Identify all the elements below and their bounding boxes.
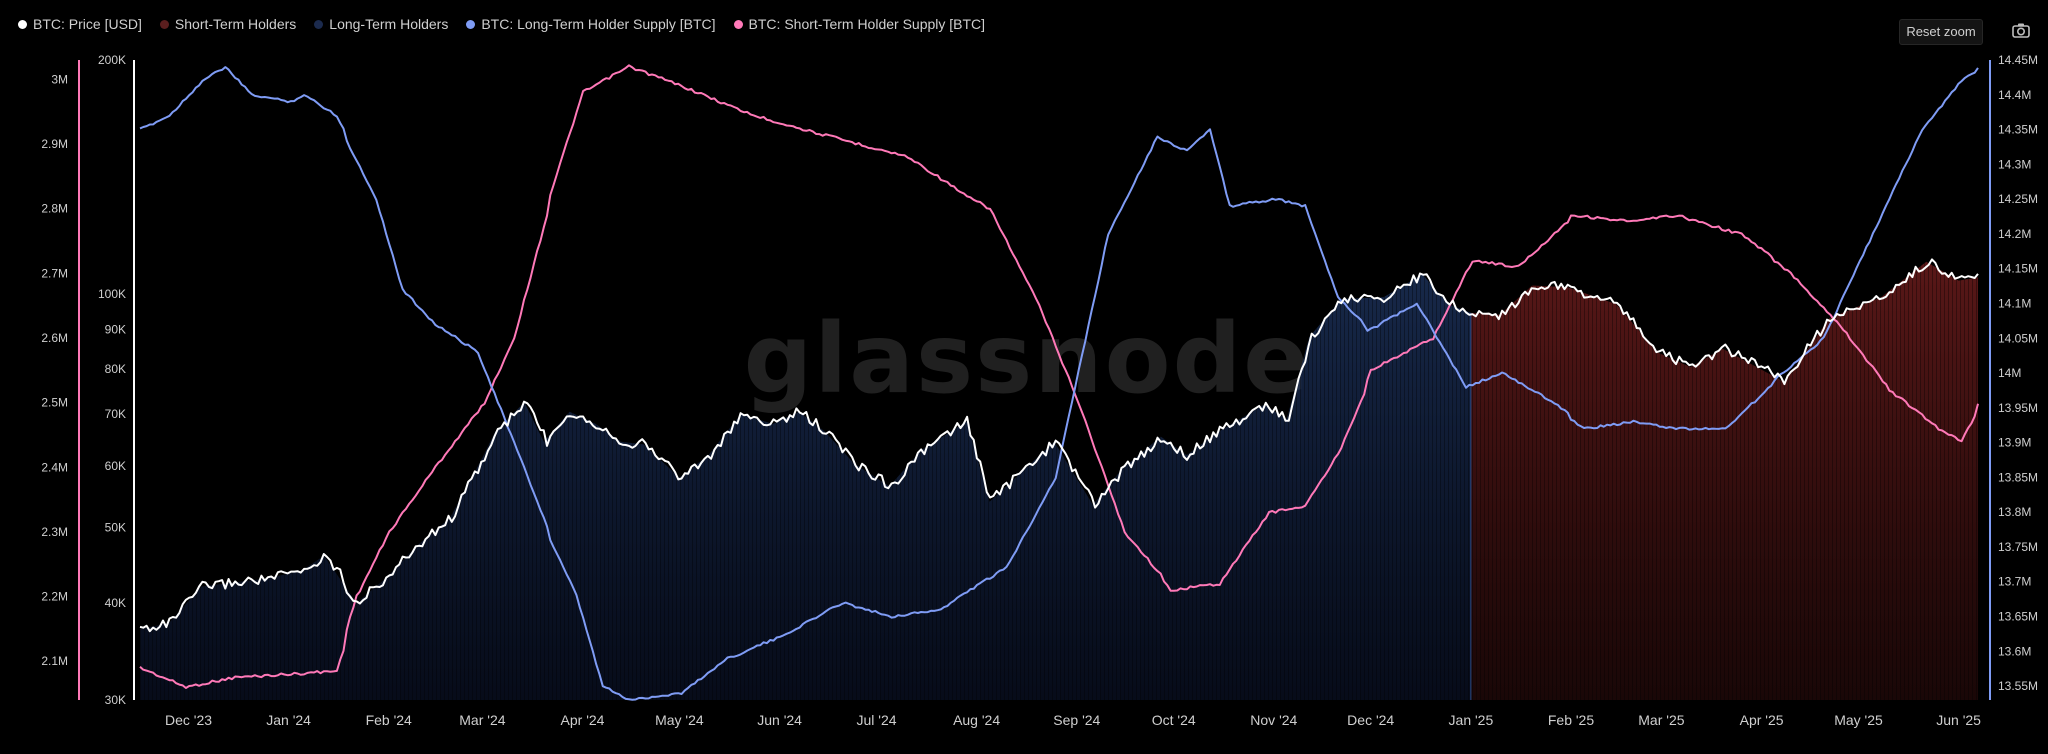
legend-item-long-term-holders[interactable]: Long-Term Holders bbox=[314, 16, 448, 32]
legend-item-short-term-holders[interactable]: Short-Term Holders bbox=[159, 16, 297, 32]
price-tick-label: 30K bbox=[105, 693, 126, 707]
price-tick-label: 90K bbox=[105, 322, 126, 336]
lth-supply-tick-label: 14.1M bbox=[1998, 297, 2031, 311]
camera-icon[interactable] bbox=[2010, 20, 2032, 42]
legend-dot-icon bbox=[314, 19, 324, 29]
series-line-lth-supply[interactable] bbox=[139, 66, 1979, 701]
legend-item-price[interactable]: BTC: Price [USD] bbox=[18, 16, 142, 32]
watermark: glassnode bbox=[744, 303, 1311, 415]
x-tick-label: Nov '24 bbox=[1250, 712, 1297, 728]
x-tick-label: Apr '24 bbox=[561, 712, 605, 728]
x-tick-label: Oct '24 bbox=[1152, 712, 1196, 728]
legend-label-sth-supply: BTC: Short-Term Holder Supply [BTC] bbox=[748, 16, 986, 32]
lth-supply-tick-label: 14.3M bbox=[1998, 157, 2031, 171]
sth-supply-axis: 3M 2.9M 2.8M 2.7M 2.6M 2.5M 2.4M 2.3M 2.2M 2.1M bbox=[41, 72, 68, 668]
reset-zoom-button[interactable]: Reset zoom bbox=[1899, 19, 1983, 45]
x-tick-label: Sep '24 bbox=[1053, 712, 1100, 728]
holder-area-layer bbox=[140, 261, 1978, 700]
sth-supply-tick-label: 2.1M bbox=[41, 654, 68, 668]
lth-supply-tick-label: 13.95M bbox=[1998, 401, 2038, 415]
lth-supply-tick-label: 14.2M bbox=[1998, 227, 2031, 241]
legend-dot-icon bbox=[159, 19, 169, 29]
sth-supply-tick-label: 2.6M bbox=[41, 331, 68, 345]
legend-label-long-term-holders: Long-Term Holders bbox=[329, 16, 449, 32]
lth-supply-axis: 14.45M 14.4M 14.35M 14.3M 14.25M 14.2M 14.15M 1… bbox=[1998, 53, 2038, 693]
lth-supply-tick-label: 14.35M bbox=[1998, 123, 2038, 137]
price-axis: 200K 100K 90K 80K 70K 60K 50K 40K 30K bbox=[98, 53, 126, 707]
price-tick-label: 100K bbox=[98, 287, 126, 301]
x-tick-label: Dec '24 bbox=[1347, 712, 1394, 728]
lth-supply-tick-label: 13.8M bbox=[1998, 505, 2031, 519]
sth-supply-tick-label: 2.7M bbox=[41, 266, 68, 280]
x-tick-label: Mar '24 bbox=[459, 712, 505, 728]
legend-label-price: BTC: Price [USD] bbox=[33, 16, 142, 32]
price-tick-label: 200K bbox=[98, 53, 126, 67]
x-tick-label: May '24 bbox=[655, 712, 704, 728]
x-tick-label: Dec '23 bbox=[165, 712, 212, 728]
sth-supply-tick-label: 2.9M bbox=[41, 137, 68, 151]
x-axis: Dec '23 Jan '24 Feb '24 Mar '24 Apr '24 May '… bbox=[165, 712, 1981, 728]
x-tick-label: Jan '25 bbox=[1449, 712, 1494, 728]
x-tick-label: Jan '24 bbox=[266, 712, 311, 728]
legend-dot-icon bbox=[466, 19, 476, 29]
x-tick-label: Feb '25 bbox=[1548, 712, 1594, 728]
area-stripes bbox=[1470, 261, 1978, 700]
lth-supply-tick-label: 14.45M bbox=[1998, 53, 2038, 67]
legend-item-lth-supply[interactable]: BTC: Long-Term Holder Supply [BTC] bbox=[466, 16, 716, 32]
lth-supply-tick-label: 14.05M bbox=[1998, 331, 2038, 345]
price-tick-label: 50K bbox=[105, 521, 126, 535]
sth-supply-tick-label: 2.3M bbox=[41, 525, 68, 539]
sth-supply-tick-label: 2.5M bbox=[41, 396, 68, 410]
sth-supply-tick-label: 2.8M bbox=[41, 202, 68, 216]
lth-supply-tick-label: 13.85M bbox=[1998, 470, 2038, 484]
x-tick-label: May '25 bbox=[1834, 712, 1883, 728]
lth-supply-tick-label: 13.65M bbox=[1998, 610, 2038, 624]
area-stripes bbox=[140, 274, 1471, 700]
series-layer bbox=[139, 64, 1979, 701]
chart-legend: BTC: Price [USD] Short-Term Holders Long… bbox=[18, 16, 985, 32]
legend-dot-icon bbox=[18, 19, 27, 29]
lth-supply-tick-label: 13.75M bbox=[1998, 540, 2038, 554]
x-tick-label: Jun '24 bbox=[757, 712, 802, 728]
sth-supply-tick-label: 3M bbox=[51, 72, 68, 86]
series-line-price[interactable] bbox=[139, 258, 1979, 633]
legend-label-short-term-holders: Short-Term Holders bbox=[174, 16, 297, 32]
x-tick-label: Mar '25 bbox=[1638, 712, 1684, 728]
x-tick-label: Aug '24 bbox=[953, 712, 1000, 728]
series-line-sth-supply[interactable] bbox=[139, 64, 1979, 689]
sth-supply-tick-label: 2.4M bbox=[41, 460, 68, 474]
legend-label-lth-supply: BTC: Long-Term Holder Supply [BTC] bbox=[481, 16, 716, 32]
x-tick-label: Jul '24 bbox=[856, 712, 896, 728]
legend-item-sth-supply[interactable]: BTC: Short-Term Holder Supply [BTC] bbox=[733, 16, 986, 32]
lth-supply-tick-label: 14.15M bbox=[1998, 262, 2038, 276]
lth-supply-tick-label: 13.7M bbox=[1998, 575, 2031, 589]
lth-supply-tick-label: 14.25M bbox=[1998, 192, 2038, 206]
price-tick-label: 80K bbox=[105, 362, 126, 376]
lth-supply-tick-label: 13.6M bbox=[1998, 644, 2031, 658]
price-tick-label: 40K bbox=[105, 596, 126, 610]
price-tick-label: 60K bbox=[105, 459, 126, 473]
legend-dot-icon bbox=[733, 19, 743, 29]
lth-supply-tick-label: 13.9M bbox=[1998, 436, 2031, 450]
price-tick-label: 70K bbox=[105, 407, 126, 421]
lth-supply-tick-label: 14.4M bbox=[1998, 88, 2031, 102]
sth-supply-tick-label: 2.2M bbox=[41, 590, 68, 604]
lth-supply-tick-label: 13.55M bbox=[1998, 679, 2038, 693]
lth-supply-tick-label: 14M bbox=[1998, 366, 2021, 380]
x-tick-label: Jun '25 bbox=[1936, 712, 1981, 728]
x-tick-label: Apr '25 bbox=[1740, 712, 1784, 728]
x-tick-label: Feb '24 bbox=[366, 712, 412, 728]
